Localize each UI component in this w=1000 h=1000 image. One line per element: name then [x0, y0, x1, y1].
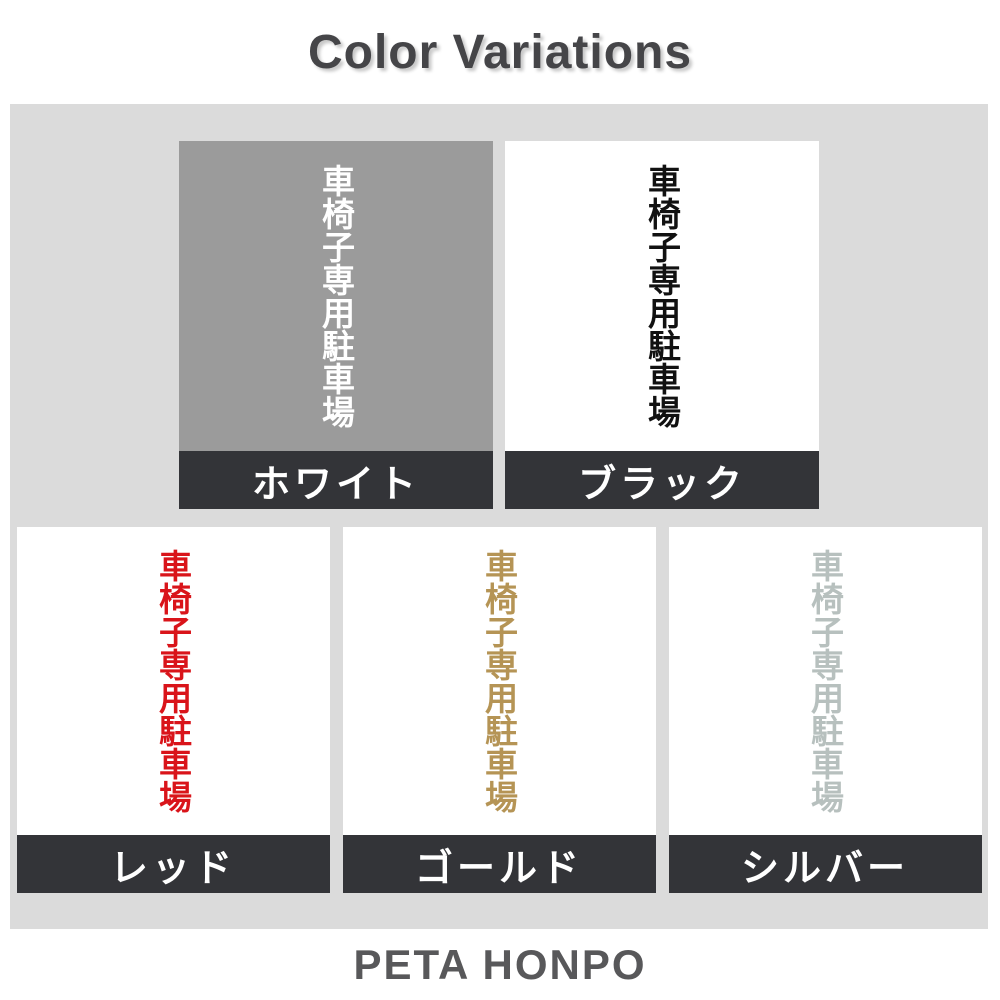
sticker-text: 車椅子専用駐車場	[480, 549, 518, 813]
swatch-card-silver: 車椅子専用駐車場 シルバー	[668, 527, 982, 893]
swatch-label-white: ホワイト	[179, 451, 493, 509]
swatch-card-white: 車椅子専用駐車場 ホワイト	[179, 141, 493, 509]
sticker-text: 車椅子専用駐車場	[643, 164, 681, 428]
swatch-card-red: 車椅子専用駐車場 レッド	[16, 527, 330, 893]
swatch-label-silver: シルバー	[668, 835, 982, 893]
swatch-label-black: ブラック	[505, 451, 819, 509]
header: Color Variations	[0, 0, 1000, 104]
swatch-preview-black: 車椅子専用駐車場	[505, 141, 819, 451]
swatch-card-black: 車椅子専用駐車場 ブラック	[505, 141, 819, 509]
sticker-text: 車椅子専用駐車場	[154, 549, 192, 813]
color-variations-panel: 車椅子専用駐車場 ホワイト 車椅子専用駐車場 ブラック 車椅子専用駐車場 レッド	[10, 104, 988, 929]
swatch-preview-white: 車椅子専用駐車場	[179, 141, 493, 451]
swatch-label-text: ゴールド	[414, 847, 583, 890]
swatch-preview-red: 車椅子専用駐車場	[16, 527, 330, 835]
sticker-text: 車椅子専用駐車場	[317, 164, 355, 428]
swatch-label-red: レッド	[16, 835, 330, 893]
swatch-preview-gold: 車椅子専用駐車場	[342, 527, 656, 835]
footer: PETA HONPO	[0, 929, 1000, 1000]
swatch-card-gold: 車椅子専用駐車場 ゴールド	[342, 527, 656, 893]
swatch-label-gold: ゴールド	[342, 835, 656, 893]
swatch-label-text: レッド	[109, 847, 236, 890]
swatch-label-text: ホワイト	[251, 463, 420, 506]
page-title: Color Variations	[307, 25, 693, 79]
swatch-label-text: シルバー	[740, 847, 909, 890]
sticker-text: 車椅子専用駐車場	[806, 549, 844, 813]
swatch-preview-silver: 車椅子専用駐車場	[668, 527, 982, 835]
swatch-label-text: ブラック	[577, 463, 746, 506]
swatch-row-bottom: 車椅子専用駐車場 レッド 車椅子専用駐車場 ゴールド 車椅子専用駐車場 シルバー	[10, 527, 988, 893]
brand-name: PETA HONPO	[353, 940, 647, 988]
swatch-row-top: 車椅子専用駐車場 ホワイト 車椅子専用駐車場 ブラック	[10, 104, 988, 509]
